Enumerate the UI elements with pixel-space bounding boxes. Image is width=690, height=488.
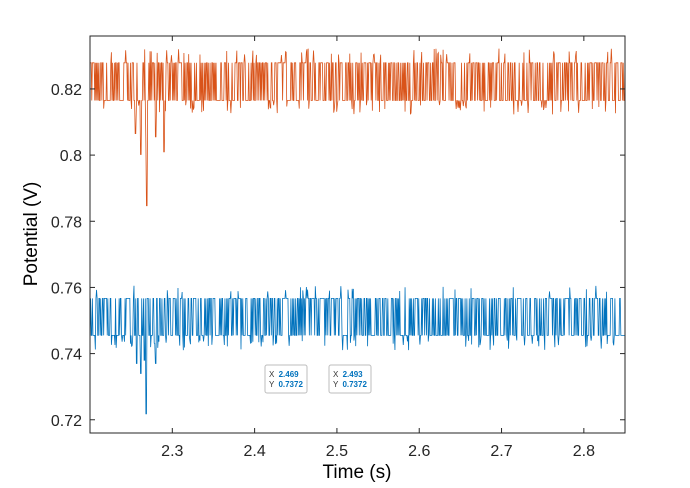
svg-text:Y 0.7372: Y 0.7372 — [269, 380, 303, 389]
x-axis-label: Time (s) — [323, 462, 392, 483]
datatip-2-y-label: Y — [333, 380, 339, 389]
datatip-2-x-value: 2.493 — [343, 370, 364, 379]
datatip-2-x-label: X — [333, 370, 339, 379]
datatip-2-y-value: 0.7372 — [342, 380, 367, 389]
datatip-2[interactable]: X 2.493 Y 0.7372 — [328, 364, 372, 394]
svg-text:Y 0.7372: Y 0.7372 — [333, 380, 367, 389]
series-1-line — [90, 48, 626, 207]
y-tick-label-5: 0.82 — [51, 82, 82, 99]
x-tick-label-0: 2.3 — [161, 443, 183, 460]
x-tick-label-3: 2.6 — [408, 443, 430, 460]
datatip-2-box — [328, 364, 372, 394]
y-tick-label-1: 0.74 — [51, 347, 82, 364]
datatip-1-y-value: 0.7372 — [278, 380, 303, 389]
svg-text:X 2.469: X 2.469 — [269, 370, 299, 379]
y-tick-label-4: 0.8 — [60, 148, 82, 165]
datatip-1-y-label: Y — [269, 380, 275, 389]
datatip-1[interactable]: X 2.469 Y 0.7372 — [264, 364, 308, 394]
svg-text:X 2.493: X 2.493 — [333, 370, 363, 379]
y-tick-label-3: 0.78 — [51, 214, 82, 231]
x-tick-label-1: 2.4 — [243, 443, 265, 460]
x-tick-label-5: 2.8 — [573, 443, 595, 460]
x-axis-ticks: 2.3 2.4 2.5 2.6 2.7 2.8 — [161, 36, 595, 460]
x-tick-label-2: 2.5 — [326, 443, 348, 460]
datatip-1-x-label: X — [269, 370, 275, 379]
y-tick-label-2: 0.76 — [51, 280, 82, 297]
datatip-1-box — [264, 364, 308, 394]
y-axis-ticks: 0.72 0.74 0.76 0.78 0.8 0.82 — [51, 82, 625, 430]
y-tick-label-0: 0.72 — [51, 413, 82, 430]
series-layer — [89, 48, 626, 415]
y-axis-label: Potential (V) — [21, 182, 42, 287]
datatip-1-x-value: 2.469 — [279, 370, 300, 379]
plot-frame — [89, 35, 626, 434]
series-2-line — [89, 285, 625, 415]
x-tick-label-4: 2.7 — [490, 443, 512, 460]
